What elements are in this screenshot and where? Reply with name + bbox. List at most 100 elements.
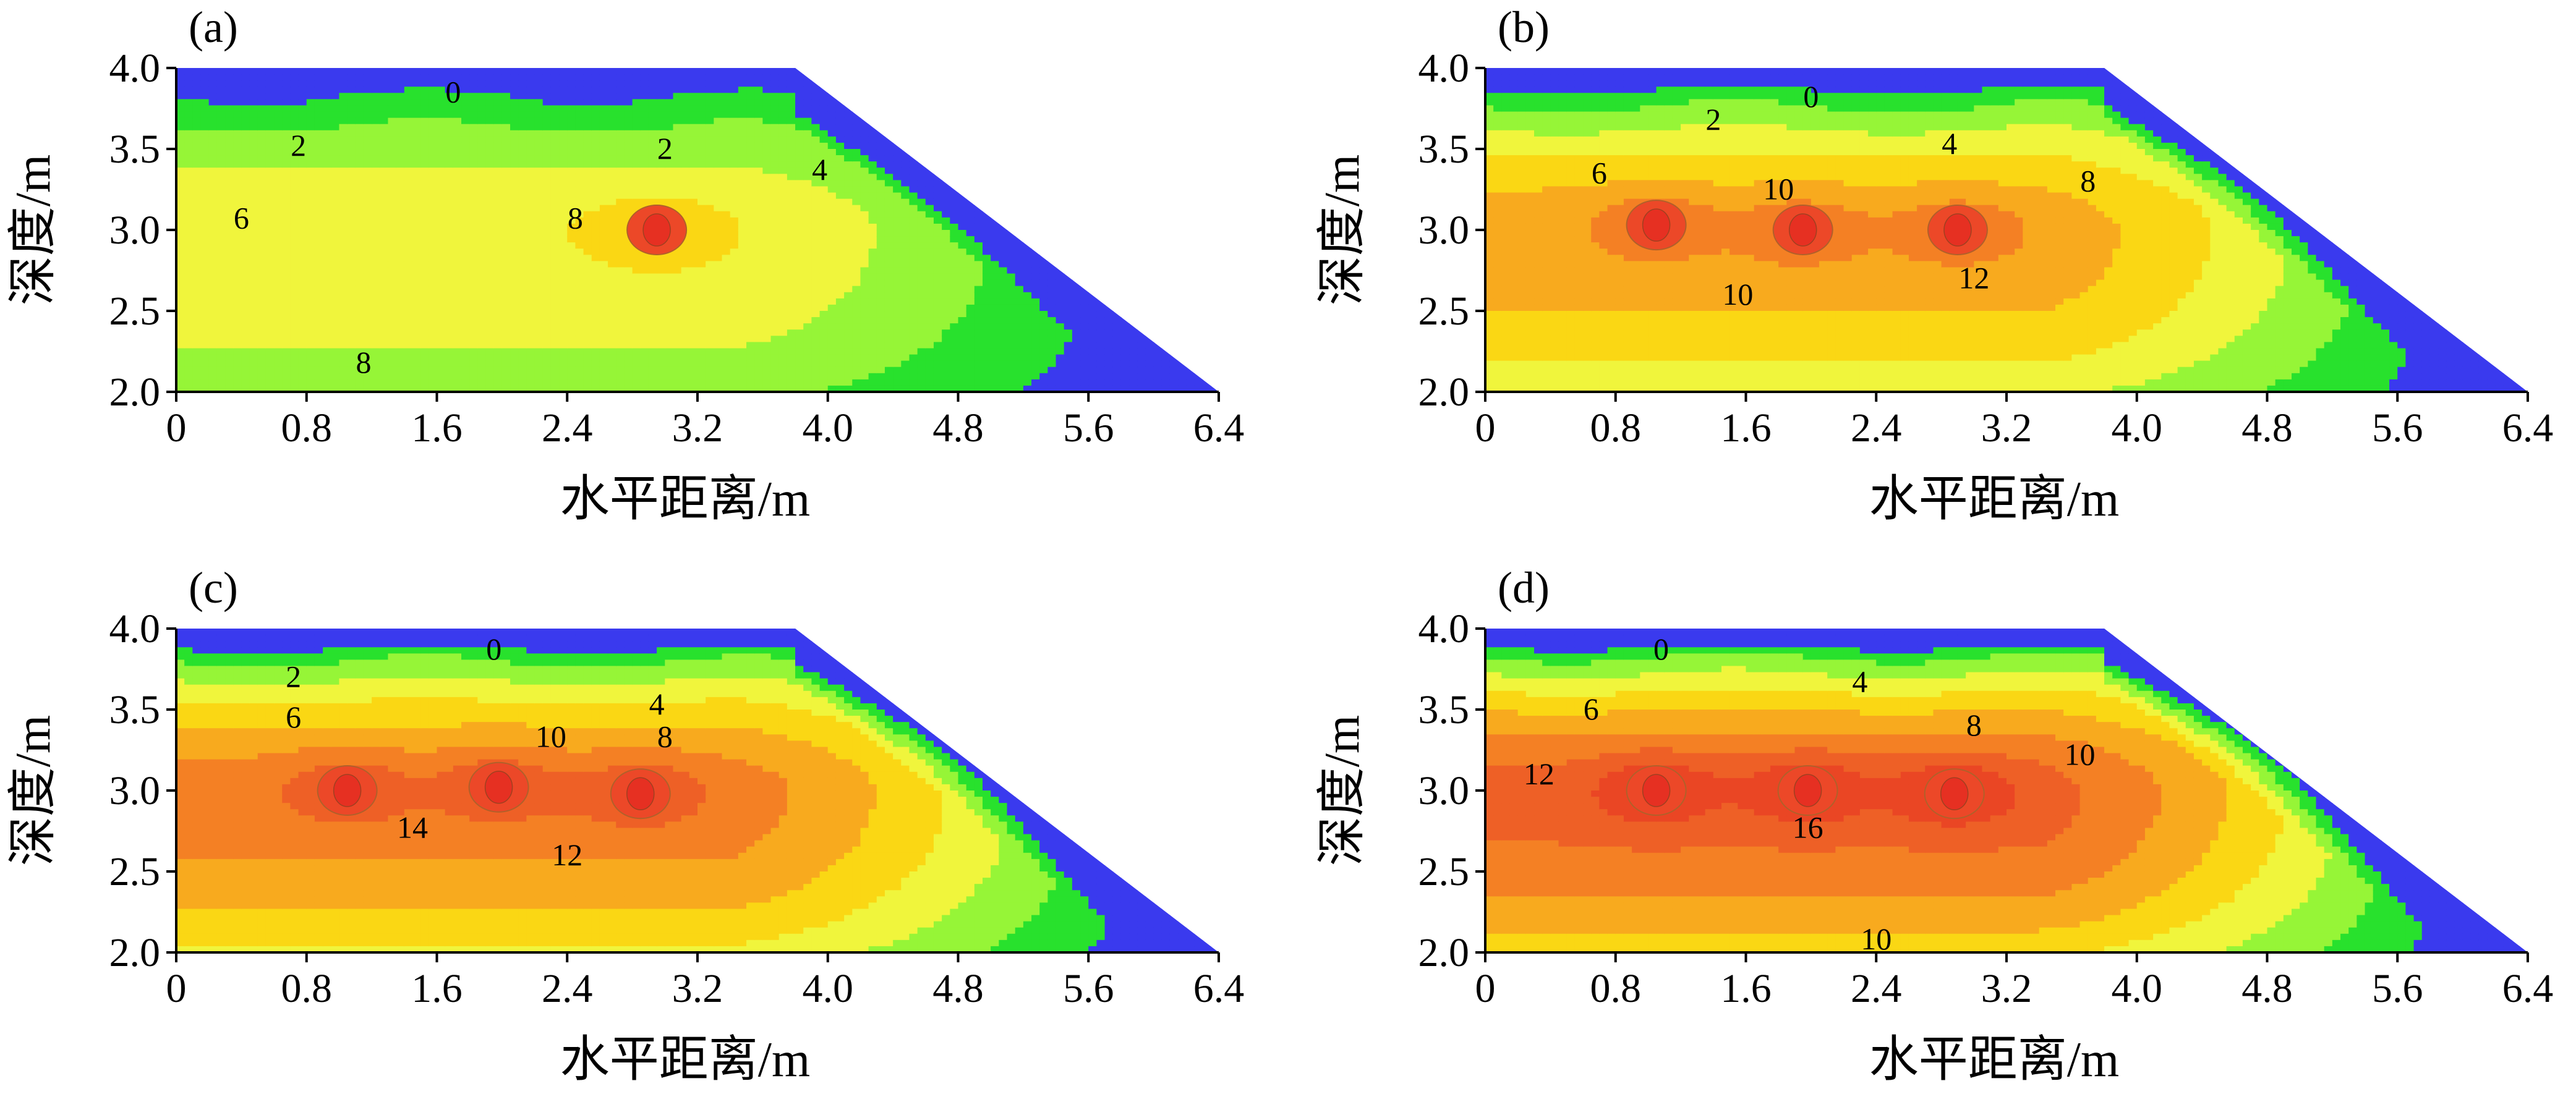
y-tick-label: 4.0 <box>109 46 161 91</box>
chart-panel-c: 0 0.8 1.6 2.4 3.2 4.0 4.8 5.6 6.4 2.0 2.5 3.0 3.5 4.0… <box>6 563 1244 1087</box>
y-tick-label: 2.5 <box>1418 849 1470 894</box>
x-tick-label: 5.6 <box>1063 966 1114 1011</box>
contour-label: 8 <box>568 201 583 235</box>
y-tick-label: 2.0 <box>1418 930 1470 975</box>
contour-label: 14 <box>397 810 428 844</box>
x-tick-label: 4.8 <box>932 966 984 1011</box>
x-tick-label: 5.6 <box>2372 966 2423 1011</box>
y-tick-label: 3.0 <box>109 208 161 253</box>
x-tick-label: 0 <box>1475 966 1496 1011</box>
x-tick-label: 0.8 <box>281 966 333 1011</box>
y-tick-label: 4.0 <box>1418 606 1470 651</box>
contour-field <box>1485 68 2528 392</box>
contour-label: 10 <box>535 719 566 754</box>
x-tick-label: 4.8 <box>2241 966 2293 1011</box>
x-tick-label: 4.0 <box>2112 966 2163 1011</box>
contour-label: 16 <box>1793 810 1823 844</box>
y-tick-label: 3.5 <box>1418 687 1470 732</box>
x-tick-label: 4.8 <box>932 405 984 451</box>
y-tick-label: 2.5 <box>1418 289 1470 334</box>
contour-field <box>1485 629 2528 952</box>
contour-label: 2 <box>286 659 301 694</box>
chart-panel-b: 0 0.8 1.6 2.4 3.2 4.0 4.8 5.6 6.4 2.0 2.5 3.0 3.5 4.0… <box>1315 2 2553 527</box>
x-tick-label: 1.6 <box>1720 405 1772 451</box>
contour-label: 6 <box>286 700 301 734</box>
y-tick-label: 4.0 <box>1418 46 1470 91</box>
x-tick-label: 0 <box>1475 405 1496 451</box>
contour-label: 4 <box>812 152 827 187</box>
y-tick-label: 3.5 <box>1418 127 1470 172</box>
y-tick-label: 3.0 <box>1418 768 1470 813</box>
contour-label: 8 <box>356 345 371 379</box>
contour-label: 6 <box>234 201 249 235</box>
contour-label: 0 <box>486 632 501 666</box>
hotspot-core <box>642 213 671 247</box>
contour-label: 10 <box>1722 277 1753 312</box>
x-tick-label: 2.4 <box>1851 405 1902 451</box>
x-tick-label: 0 <box>166 405 187 451</box>
y-axis-title: 深度/m <box>6 155 61 305</box>
x-tick-label: 3.2 <box>1981 405 2032 451</box>
y-tick-label: 3.5 <box>109 687 161 732</box>
x-tick-label: 1.6 <box>411 966 463 1011</box>
x-tick-label: 6.4 <box>1193 405 1245 451</box>
x-tick-label: 6.4 <box>2502 966 2554 1011</box>
hotspot-core <box>333 774 362 807</box>
contour-label: 0 <box>1803 79 1819 114</box>
panel-label: (c) <box>189 563 238 612</box>
panel-label: (a) <box>189 2 238 52</box>
y-tick-label: 3.0 <box>109 768 161 813</box>
x-tick-label: 2.4 <box>542 405 593 451</box>
hotspot-core <box>1642 208 1671 242</box>
y-tick-label: 3.0 <box>1418 208 1470 253</box>
contour-label: 12 <box>552 837 582 872</box>
contour-label: 8 <box>2080 163 2096 198</box>
contour-field <box>176 68 1219 392</box>
x-tick-label: 4.8 <box>2241 405 2293 451</box>
contour-field <box>176 629 1219 952</box>
contour-label: 6 <box>1584 692 1599 726</box>
hotspot-core <box>1943 213 1972 247</box>
x-tick-label: 4.0 <box>803 966 854 1011</box>
y-axis-title: 深度/m <box>1315 715 1370 866</box>
contour-label: 8 <box>1966 708 1982 742</box>
x-tick-label: 3.2 <box>672 966 723 1011</box>
contour-label: 4 <box>1942 126 1957 161</box>
contour-label: 6 <box>1592 155 1607 190</box>
contour-label: 12 <box>1958 261 1989 295</box>
y-tick-label: 3.5 <box>109 127 161 172</box>
x-tick-label: 3.2 <box>672 405 723 451</box>
x-tick-label: 4.0 <box>803 405 854 451</box>
hotspot-core <box>484 771 513 804</box>
x-axis-title: 水平距离/m <box>560 472 810 527</box>
chart-panel-a: 0 0.8 1.6 2.4 3.2 4.0 4.8 5.6 6.4 2.0 2.5 3.0 3.5 4.0… <box>6 2 1244 527</box>
contour-label: 10 <box>1763 172 1794 206</box>
panel-label: (b) <box>1498 2 1550 52</box>
x-tick-label: 3.2 <box>1981 966 2032 1011</box>
y-tick-label: 2.0 <box>1418 370 1470 415</box>
contour-label: 2 <box>1705 102 1721 137</box>
contour-label: 4 <box>1852 664 1867 698</box>
x-tick-label: 5.6 <box>1063 405 1114 451</box>
contour-label: 12 <box>1524 757 1555 791</box>
hotspot-core <box>1793 774 1822 807</box>
x-tick-label: 0.8 <box>281 405 333 451</box>
x-tick-label: 1.6 <box>411 405 463 451</box>
y-tick-label: 2.5 <box>109 289 161 334</box>
x-tick-label: 1.6 <box>1720 966 1772 1011</box>
x-tick-label: 0 <box>166 966 187 1011</box>
contour-label: 10 <box>2065 737 2096 771</box>
x-axis-title: 水平距离/m <box>1869 1033 2119 1087</box>
y-tick-label: 2.0 <box>109 930 161 975</box>
contour-label: 4 <box>649 687 665 721</box>
contour-label: 10 <box>1861 922 1891 956</box>
contour-label: 0 <box>445 74 461 109</box>
x-tick-label: 5.6 <box>2372 405 2423 451</box>
x-tick-label: 2.4 <box>542 966 593 1011</box>
x-tick-label: 4.0 <box>2112 405 2163 451</box>
contour-label: 2 <box>657 131 673 166</box>
contour-label: 0 <box>1653 632 1669 666</box>
x-tick-label: 6.4 <box>2502 405 2554 451</box>
y-axis-title: 深度/m <box>1315 155 1370 305</box>
